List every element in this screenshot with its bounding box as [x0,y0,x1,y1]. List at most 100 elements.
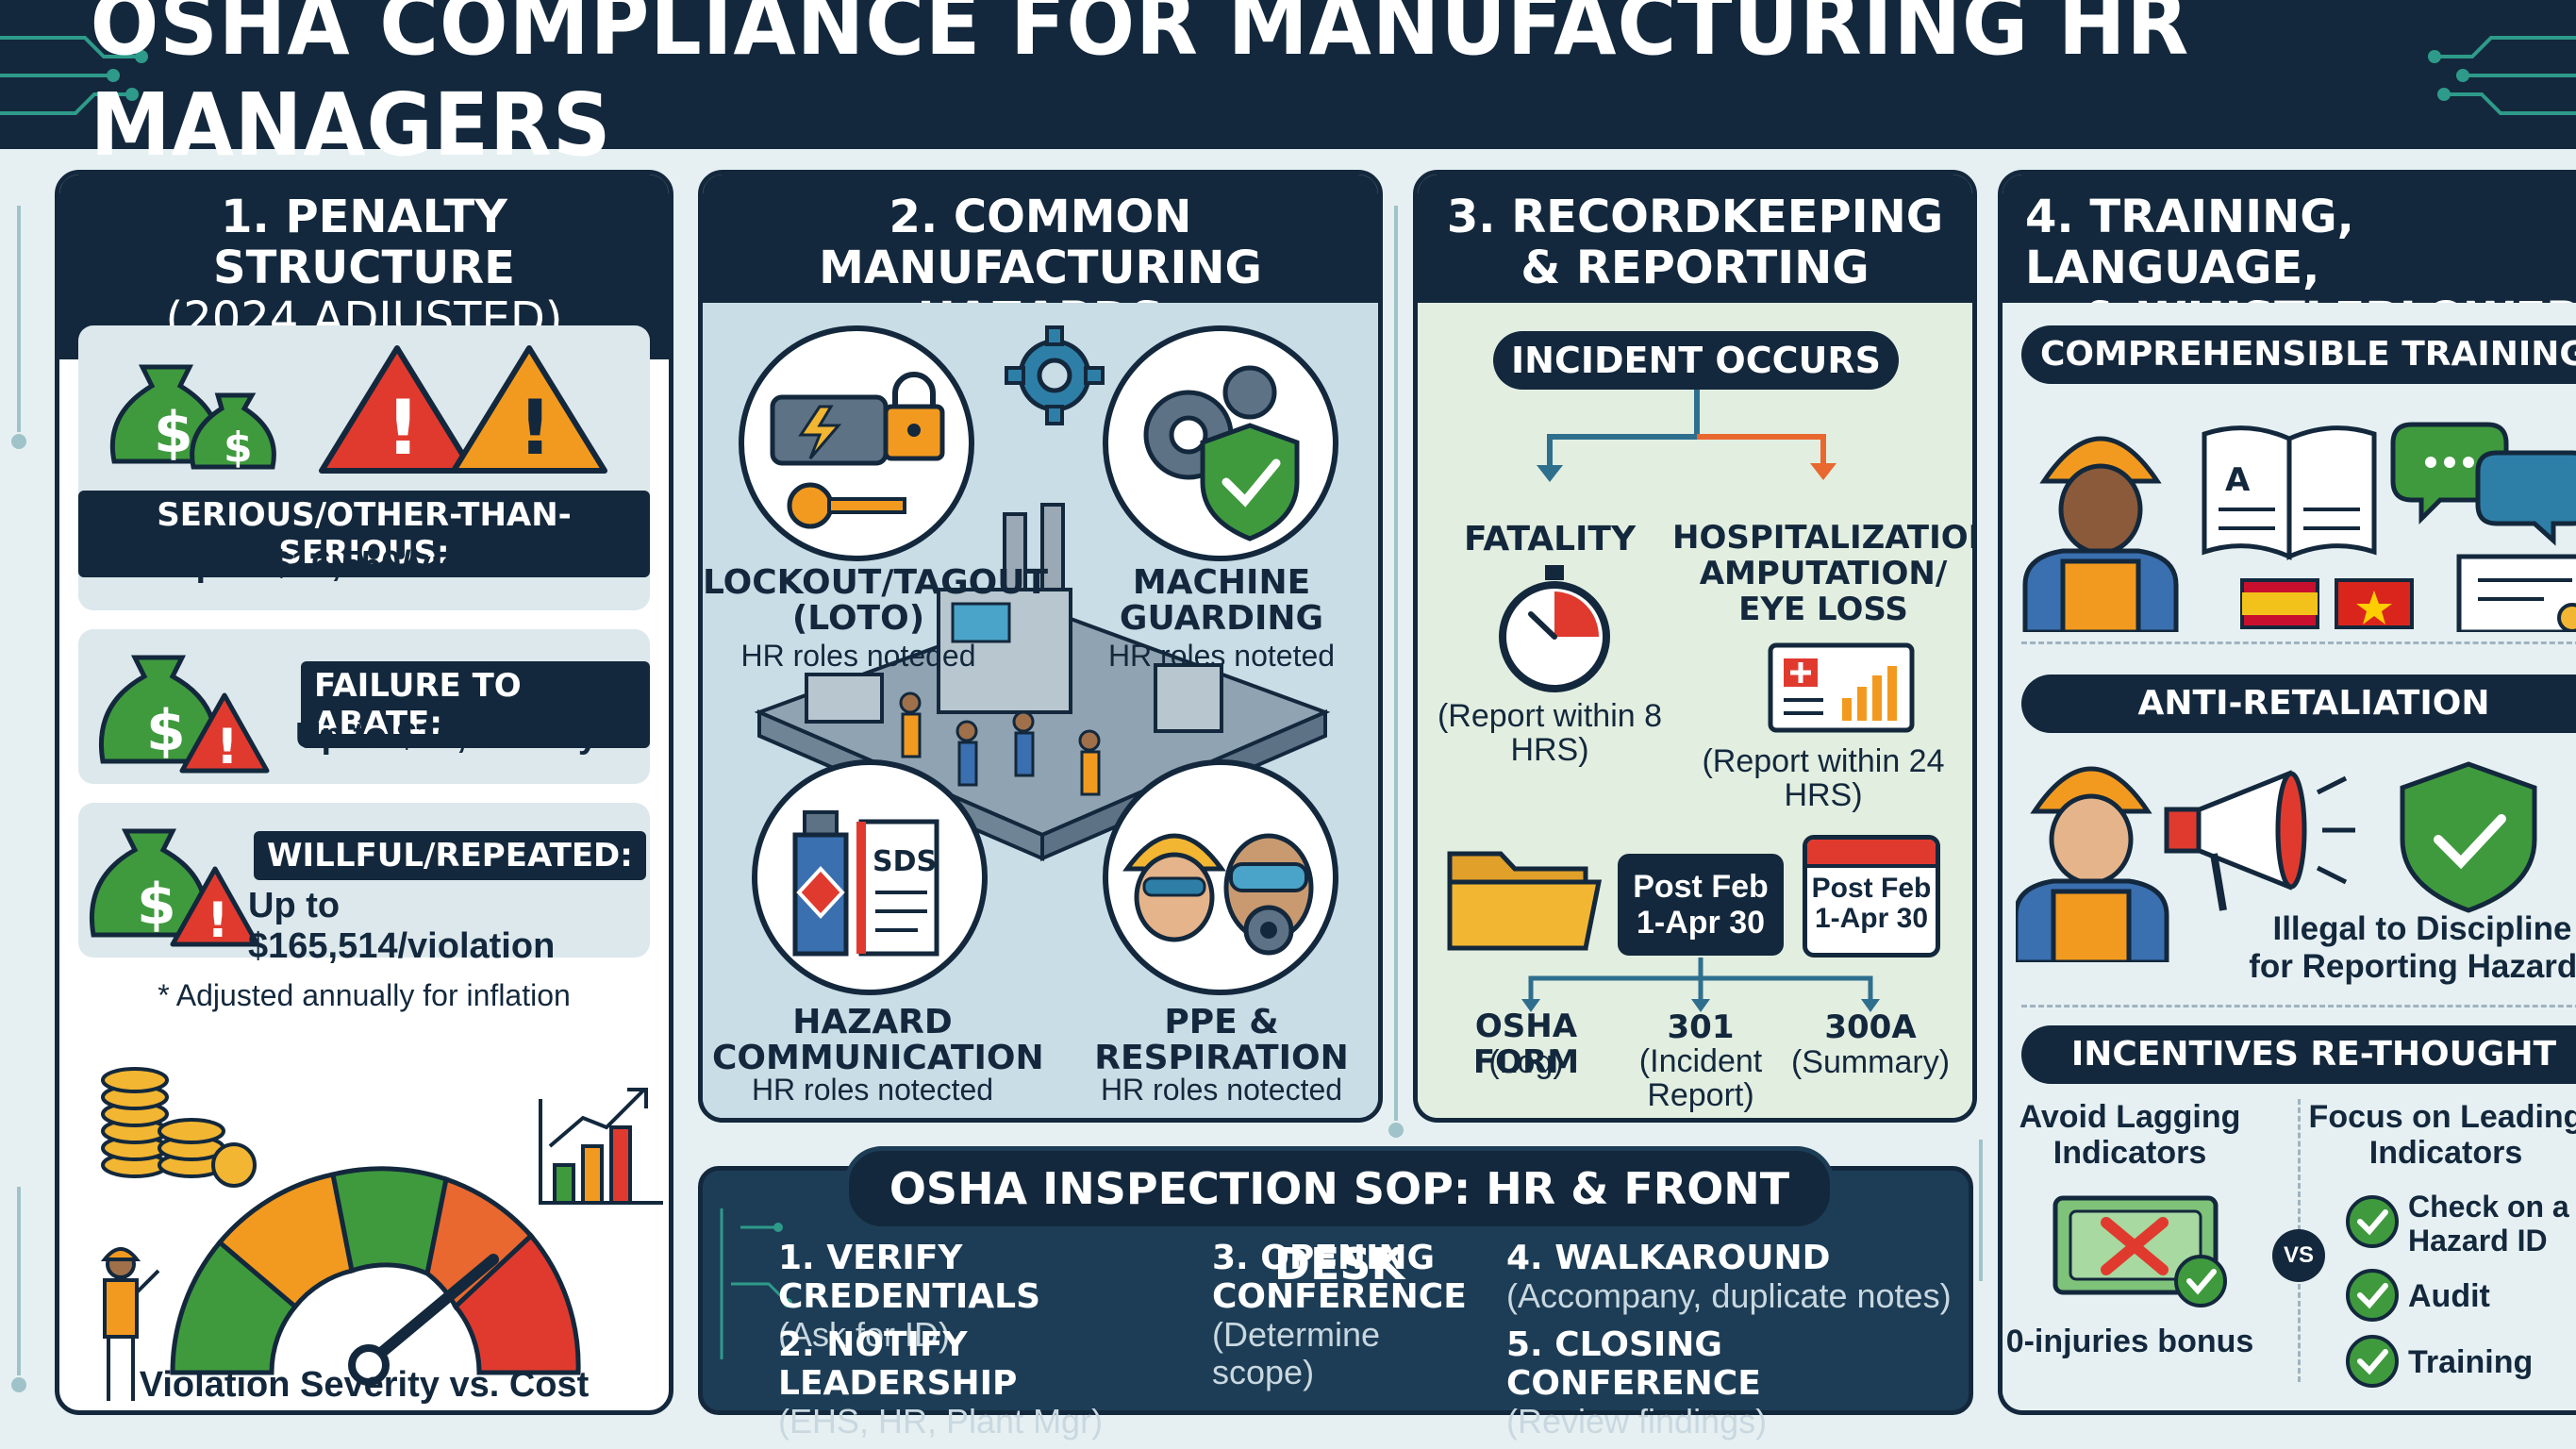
circuit-decoration-left-icon [0,36,148,115]
stopwatch-icon [1499,565,1610,692]
title-bar: OSHA COMPLIANCE FOR MANUFACTURING HR MAN… [0,0,2576,175]
illegal-line1: Illegal to Discipline [2272,910,2572,947]
check-circle-icon [2346,1195,2399,1248]
sop-step-1-title: 1. VERIFY CREDENTIALS [778,1239,1041,1316]
fatality-label: FATALITY [1463,520,1637,558]
calendar-top [1807,840,1936,868]
serious-card: $ $ ! ! SERIOUS/OTHER-THAN-SERIOUS: Up t… [78,325,650,610]
check1-label: Check on a Hazard ID [2408,1190,2569,1257]
bonus-label: 0-injuries bonus [2005,1324,2254,1359]
willful-label: WILLFUL/REPEATED: [254,831,646,880]
incentives-pill: INCENTIVES RE-THOUGHT [2021,1025,2576,1084]
whistleblower-icon [2016,761,2537,962]
sop-step-5-title: 5. CLOSING CONFERENCE [1506,1325,1761,1403]
f301-label: 301 [1667,1008,1735,1046]
hazcom-title: HAZARD COMMUNICATION [712,1003,1044,1077]
focus-label: Focus on Leading Indicators [2308,1099,2576,1171]
fatality-report: (Report within 8 HRS) [1437,698,1663,768]
comprehensible-pill: COMPREHENSIBLE TRAINING [2021,325,2576,384]
incident-pill: INCIDENT OCCURS [1493,331,1899,390]
serious-label: SERIOUS/OTHER-THAN-SERIOUS: [78,491,650,577]
willful-card: $ ! WILLFUL/REPEATED: Up to $165,514/vio… [78,803,650,966]
serious-value: Up to $16,550/violation [170,544,558,584]
branch-arrows-icon [1537,390,1836,482]
svg-text:A: A [2225,461,2251,499]
hazards-panel: 2. COMMON MANUFACTURING HAZARDS [698,170,1383,1123]
sop-step-2: 2. NOTIFY LEADERSHIP (EHS, HR, Plant Mgr… [778,1325,1193,1441]
sop-step-4-title: 4. WALKAROUND [1506,1239,1831,1277]
check-circle-icon [2346,1335,2399,1388]
gauge-caption: Violation Severity vs. Cost [139,1365,590,1405]
training-illustration-icon: A [2022,422,2576,632]
check2-label: Audit [2408,1278,2490,1314]
avoid-label: Avoid Lagging Indicators [2019,1099,2241,1171]
sop-step-1: 1. VERIFY CREDENTIALS (Ask for ID) [778,1239,1193,1354]
records-heading: 3. RECORDKEEPING & REPORTING [1418,175,1972,308]
abate-label: FAILURE TO ABATE: [301,661,650,748]
svg-text:$: $ [146,698,186,764]
sop-step-2-title: 2. NOTIFY LEADERSHIP [778,1325,1018,1403]
f301-sub: (Incident Report) [1638,1043,1763,1113]
post-dates-calendar: Post Feb 1-Apr 30 [1811,873,1932,934]
money-warning-icon: $ ! [89,828,260,949]
loto-circle [739,325,974,561]
hosp-label: HOSPITALIZATION/ AMPUTATION/ EYE LOSS [1672,519,1977,628]
form-branch-icon [1521,958,1880,1012]
background-circuit-icon [11,206,1983,1392]
divider [2021,1005,2576,1008]
sop-step-5-sub: (Review findings) [1506,1402,1768,1441]
sop-step-1-sub: (Ask for ID) [778,1315,951,1354]
records-heading-line1: 3. RECORDKEEPING [1446,191,1944,243]
money-warning-icon: $ ! [98,655,270,775]
svg-text:$: $ [137,872,176,938]
folder-icon [1447,851,1603,951]
penalty-heading-title: 1. PENALTY STRUCTURE [213,191,515,294]
f300a-label: 300A [1824,1008,1917,1046]
svg-text:!: ! [207,892,229,949]
hazcom-circle: SDS [752,759,988,995]
form-label: OSHA FORM [1472,1008,1580,1081]
sop-step-5: 5. CLOSING CONFERENCE (Review findings) [1506,1325,1959,1441]
svg-text:!: ! [518,384,552,472]
machine-guarding-circle [1103,325,1338,561]
willful-value: Up to $165,514/violation [248,886,556,966]
penalty-panel: 1. PENALTY STRUCTURE (2024 ADJUSTED) $ $… [55,170,673,1415]
page-title: OSHA COMPLIANCE FOR MANUFACTURING HR MAN… [90,0,2190,175]
gear-shield-icon [1143,365,1300,541]
anti-retaliation-pill: ANTI-RETALIATION [2021,675,2576,733]
sop-step-4: 4. WALKAROUND (Accompany, duplicate note… [1506,1239,1959,1315]
check-circle-icon [2346,1269,2399,1322]
ppe-title: PPE & RESPIRATION [1094,1003,1349,1077]
svg-text:$: $ [154,400,193,466]
sds-text: SDS [873,845,937,878]
calendar-card: Post Feb 1-Apr 30 [1803,835,1940,958]
records-heading-line2: & REPORTING [1521,242,1870,294]
post-dates-dark: Post Feb 1-Apr 30 [1618,854,1784,956]
sop-step-3-sub: (Determine scope) [1212,1315,1381,1391]
sop-panel: OSHA INSPECTION SOP: HR & FRONT DESK 1. … [698,1146,1973,1441]
abate-value: Up to $16,550/day [295,716,599,756]
sds-bottle-icon: SDS [792,810,939,957]
ppe-faces-icon [1122,833,1314,956]
check3-label: Training [2408,1344,2534,1380]
illegal-line2: for Reporting Hazards [2249,948,2576,985]
sop-step-3: 3. OPENING CONFERENCE (Determine scope) [1212,1239,1486,1391]
cash-x-icon [2052,1195,2227,1307]
svg-text:$: $ [224,424,253,472]
svg-text:!: ! [386,384,420,472]
hazards-heading-line1: 2. COMMON [889,191,1192,243]
training-panel: 4. TRAINING, LANGUAGE, & WHISTLEBLOWER C… [1998,170,2576,1415]
hosp-report: (Report within 24 HRS) [1702,743,1945,813]
abate-card: $ ! FAILURE TO ABATE: Up to $16,550/day [78,629,650,784]
svg-text:!: ! [216,719,239,775]
circuit-decoration-icon [720,1208,792,1359]
circuit-decoration-right-icon [2428,36,2576,115]
inflation-note: * Adjusted annually for inflation [158,978,571,1012]
loto-title: LOCKOUT/TAGOUT (LOTO) [703,563,1049,638]
training-heading-line1: 4. TRAINING, LANGUAGE, [2025,191,2354,294]
sop-heading: OSHA INSPECTION SOP: HR & FRONT DESK [844,1146,1835,1290]
sop-step-4-sub: (Accompany, duplicate notes) [1506,1276,1952,1315]
money-warning-icon: $ $ ! ! [109,345,607,474]
report-chart-icon [1768,642,1915,733]
illegal-text: Illegal to Discipline for Reporting Haza… [2238,910,2576,986]
